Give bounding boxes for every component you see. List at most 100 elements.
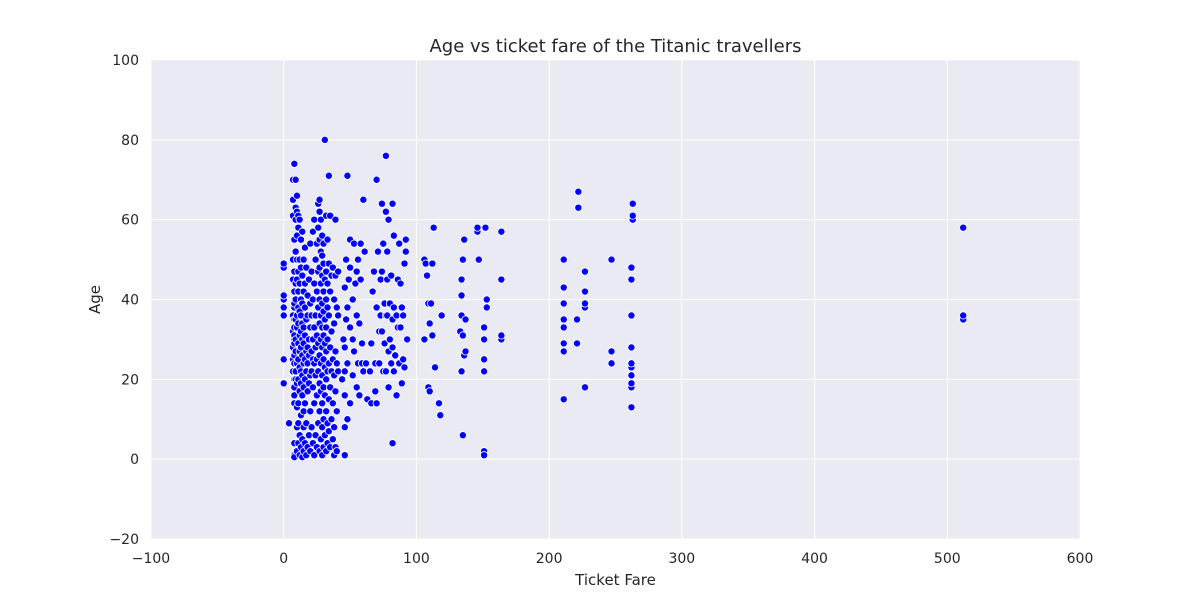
data-point [279,303,288,312]
data-point [377,199,386,208]
data-point [427,299,436,308]
data-point [348,335,357,344]
data-point [627,403,636,412]
data-point [290,159,299,168]
data-point [332,447,341,456]
data-point [279,311,288,320]
y-tick-label: −20 [109,532,139,548]
data-point [387,359,396,368]
data-point [376,275,385,284]
data-point [346,399,355,408]
data-point [308,295,317,304]
data-point [628,211,637,220]
data-point [383,247,392,256]
data-point [343,415,352,424]
data-point [306,239,315,248]
data-point [328,435,337,444]
data-point [344,275,353,284]
data-point [330,295,339,304]
data-point [436,411,445,420]
data-point [458,331,467,340]
data-point [324,427,333,436]
data-point [351,279,360,288]
data-point [307,423,316,432]
data-point [627,263,636,272]
data-point [457,275,466,284]
data-point [355,391,364,400]
data-point [375,359,384,368]
data-point [334,267,343,276]
data-point [340,451,349,460]
data-point [300,303,309,312]
x-axis-label: Ticket Fare [574,571,656,589]
data-point [295,215,304,224]
data-point [420,335,429,344]
data-point [343,171,352,180]
data-point [356,239,365,248]
data-point [330,319,339,328]
data-point [322,295,331,304]
data-point [361,359,370,368]
x-tick-label: 500 [934,551,961,567]
data-point [397,379,406,388]
data-point [373,247,382,256]
x-tick-label: 400 [801,551,828,567]
data-point [372,399,381,408]
y-tick-labels: −20 0 20 40 60 80 100 [109,53,139,548]
y-tick-label: 60 [121,213,139,229]
data-point [348,295,357,304]
data-point [310,451,319,460]
data-point [311,431,320,440]
data-point [389,231,398,240]
data-point [285,419,294,428]
data-point [381,151,390,160]
data-point [291,247,300,256]
data-point [360,247,369,256]
data-point [342,315,351,324]
data-point [299,255,308,264]
data-point [298,391,307,400]
data-point [457,291,466,300]
data-point [425,319,434,328]
data-point [473,223,482,232]
data-point [580,287,589,296]
data-point [340,391,349,400]
x-tick-label: 100 [403,551,430,567]
data-point [359,367,368,376]
data-point [574,203,583,212]
data-point [314,223,323,232]
data-point [377,327,386,336]
data-point [312,287,321,296]
data-point [338,375,347,384]
data-point [395,239,404,248]
data-point [326,211,335,220]
data-point [352,311,361,320]
data-point [318,399,327,408]
data-point [959,223,968,232]
data-point [350,347,359,356]
data-point [627,379,636,388]
data-point [299,407,308,416]
data-point [389,367,398,376]
data-point [497,275,506,284]
data-point [391,351,400,360]
data-point [302,263,311,272]
data-point [316,215,325,224]
data-point [480,451,489,460]
data-point [294,399,303,408]
data-point [340,343,349,352]
data-point [474,255,483,264]
data-point [401,235,410,244]
x-tick-labels: −100 0 100 200 300 400 500 600 [132,551,1094,567]
data-point [607,255,616,264]
data-point [559,255,568,264]
data-point [291,175,300,184]
data-point [607,347,616,356]
data-point [458,431,467,440]
data-point [308,383,317,392]
data-point [371,387,380,396]
data-point [294,419,303,428]
data-point [421,259,430,268]
data-point [428,331,437,340]
